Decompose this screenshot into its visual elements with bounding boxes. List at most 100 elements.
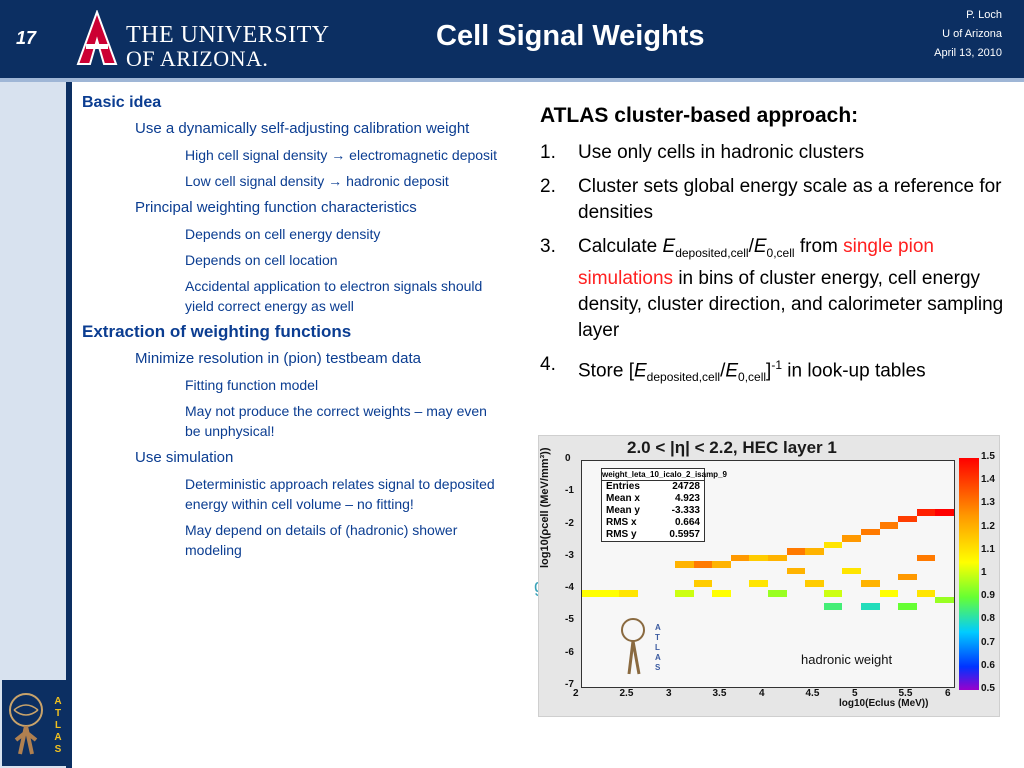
bullet-depends-energy-density: Depends on cell energy density xyxy=(185,226,381,242)
heatmap-cell xyxy=(861,580,880,587)
subscript-deposited: deposited,cell xyxy=(675,245,749,260)
list-number: 4. xyxy=(540,353,556,375)
bullet-depends-location: Depends on cell location xyxy=(185,252,338,268)
heatmap-cell xyxy=(879,522,899,529)
z-tick-label: 1 xyxy=(981,567,987,578)
list-text-from: from xyxy=(794,236,844,257)
y-tick-label: -2 xyxy=(565,517,574,529)
bullet-unphysical: May not produce the correct weights – ma… xyxy=(185,403,487,439)
z-tick-label: 0.8 xyxy=(981,613,995,625)
atlas-figure-icon: A T L A S xyxy=(621,618,661,675)
x-tick-label: 3.5 xyxy=(712,688,727,699)
heatmap-cell xyxy=(823,541,843,549)
university-name-line2: OF ARIZONA. xyxy=(126,46,269,71)
heatmap-cell xyxy=(786,548,806,555)
heatmap-cell xyxy=(712,561,731,568)
subscript-zero: 0,cell xyxy=(738,369,767,384)
left-sidebar xyxy=(0,82,66,768)
stats-header: weight_leta_10_icalo_2_isamp_9 xyxy=(602,470,727,481)
heatmap-cell xyxy=(898,574,917,581)
svg-text:L: L xyxy=(55,720,61,731)
z-tick-label: 1.1 xyxy=(981,543,995,555)
slash: / xyxy=(748,236,754,257)
bullet-minimize-resolution: Minimize resolution in (pion) testbeam d… xyxy=(135,350,421,367)
plot-title: 2.0 < |η| < 2.2, HEC layer 1 xyxy=(627,438,837,457)
highlight-simulations: single pion simulations xyxy=(578,236,934,289)
heatmap-cell xyxy=(675,561,694,568)
stats-row: RMS y 0.5957 xyxy=(602,529,704,541)
y-tick-label: -3 xyxy=(565,549,574,561)
heatmap-cell xyxy=(898,603,917,610)
bullet-self-adjusting-weight: Use a dynamically self-adjusting calibra… xyxy=(135,120,470,137)
z-tick-label: 1.3 xyxy=(981,497,995,509)
list-text-post: in look-up tables xyxy=(782,360,926,382)
subscript-zero: 0,cell xyxy=(766,245,795,260)
hadronic-weight-label: hadronic weight xyxy=(801,652,893,667)
svg-text:S: S xyxy=(55,744,62,755)
x-tick-label: 2.5 xyxy=(619,688,634,699)
x-tick-label: 2 xyxy=(573,688,579,699)
z-tick-label: 0.7 xyxy=(981,636,995,648)
heatmap-cell xyxy=(805,548,824,555)
list-item: 3. Calculate Edeposited,cell/E0,cell fro… xyxy=(540,234,1012,344)
heatmap-cell xyxy=(879,590,899,597)
heatmap-cell xyxy=(749,580,768,587)
svg-text:A: A xyxy=(54,696,61,707)
svg-text:S: S xyxy=(655,663,661,672)
date: April 13, 2010 xyxy=(934,47,1002,59)
heatmap-cell xyxy=(786,567,806,574)
heatmap-cell xyxy=(768,590,787,597)
heatmap-cell xyxy=(861,528,880,536)
approach-heading: ATLAS cluster-based approach: xyxy=(540,104,859,127)
y-axis-label: log10(ρcell (MeV/mm³)) xyxy=(539,447,551,569)
heatmap-cell xyxy=(600,590,620,597)
heatmap-cell xyxy=(619,590,638,597)
sidebar-edge xyxy=(66,82,72,768)
left-bullet-column: Basic idea Use a dynamically self-adjust… xyxy=(82,94,502,566)
stats-value: -3.333 xyxy=(671,505,700,516)
y-tick-label: -7 xyxy=(565,679,574,690)
y-tick-label: -4 xyxy=(565,582,574,594)
heatmap-figure: 2.0 < |η| < 2.2, HEC layer 1 log10(ρcell… xyxy=(538,435,1000,717)
stats-key: RMS y xyxy=(606,529,637,540)
y-tick-label: 0 xyxy=(565,453,571,464)
header-rule xyxy=(0,78,1024,82)
y-tick-label: -6 xyxy=(565,646,574,658)
bullet-low-density: Low cell signal density → hadronic depos… xyxy=(185,173,449,189)
stats-key: Entries xyxy=(606,481,640,492)
x-tick-label: 5.5 xyxy=(898,688,913,699)
symbol-e: E xyxy=(662,236,676,257)
bullet-fitting-model: Fitting function model xyxy=(185,377,319,393)
bullet-basic-idea: Basic idea xyxy=(82,94,162,111)
bullet-shower-modeling: May depend on details of (hadronic) show… xyxy=(185,522,458,558)
stats-value: 0.5957 xyxy=(669,529,700,540)
slide-meta: P. Loch U of Arizona April 13, 2010 xyxy=(934,6,1002,63)
svg-text:A: A xyxy=(655,623,661,632)
heatmap-cell xyxy=(805,580,824,587)
list-text: Use only cells in hadronic clusters xyxy=(578,142,865,163)
slash: / xyxy=(720,360,726,382)
bullet-weighting-characteristics: Principal weighting function characteris… xyxy=(135,199,417,216)
stats-value: 4.923 xyxy=(674,493,700,504)
list-number: 2. xyxy=(540,176,556,197)
list-text-pre: Store [ xyxy=(578,360,634,382)
svg-text:A: A xyxy=(54,732,61,743)
stats-key: Mean y xyxy=(606,505,640,516)
university-name-line1: THE UNIVERSITY xyxy=(126,22,330,48)
heatmap-cell xyxy=(861,603,880,610)
z-tick-label: 0.6 xyxy=(981,659,995,671)
list-item: 1. Use only cells in hadronic clusters xyxy=(540,140,1012,166)
x-tick-label: 6 xyxy=(945,688,951,699)
list-text-pre: Calculate xyxy=(578,236,663,257)
heatmap-cell xyxy=(898,515,917,523)
heatmap-cell xyxy=(935,596,954,604)
heatmap-cell xyxy=(916,554,936,562)
stats-key: Mean x xyxy=(606,493,640,504)
heatmap-cell xyxy=(749,554,768,562)
y-tick-label: -1 xyxy=(565,485,574,497)
color-scale-bar xyxy=(959,458,979,690)
subscript-deposited: deposited,cell xyxy=(646,369,721,384)
stats-value: 0.664 xyxy=(674,517,700,528)
list-number: 1. xyxy=(540,142,556,163)
svg-text:T: T xyxy=(55,708,61,719)
